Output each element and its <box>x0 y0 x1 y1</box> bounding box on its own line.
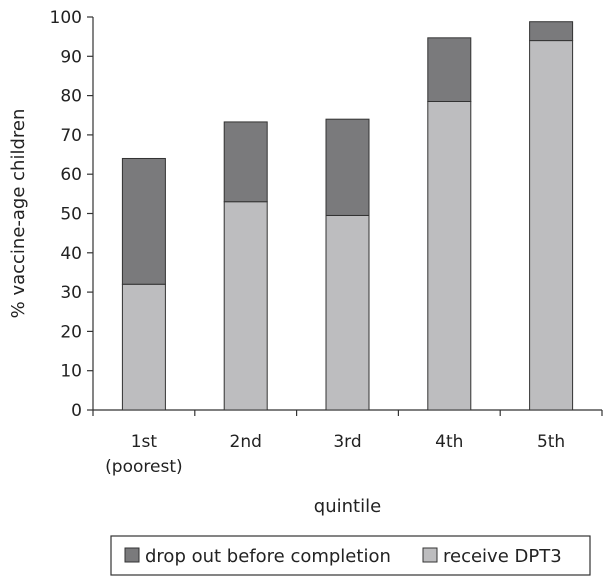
x-tick-label: 2nd <box>230 432 262 452</box>
y-tick-label: 30 <box>60 283 82 303</box>
y-tick-label: 40 <box>60 244 82 264</box>
bar-drop-out <box>121 157 166 285</box>
y-tick-label: 90 <box>60 47 82 67</box>
legend-label: receive DPT3 <box>443 546 562 567</box>
x-tick-label: 1st (poorest) <box>105 432 182 477</box>
x-tick-label: 3rd <box>333 432 361 452</box>
bar-receive-dpt3 <box>121 283 166 411</box>
y-tick-label: 10 <box>60 362 82 382</box>
x-tick-label: 5th <box>537 432 565 452</box>
x-axis: 1st (poorest) 2nd 3rd 4th 5th <box>92 409 603 477</box>
y-tick-label: 50 <box>60 205 82 225</box>
legend-label: drop out before completion <box>145 546 391 567</box>
y-tick-label: 80 <box>60 87 82 107</box>
bar-drop-out <box>223 121 268 203</box>
legend: drop out before completion receive DPT3 <box>110 535 591 576</box>
x-tick-label: 4th <box>435 432 463 452</box>
bar-receive-dpt3 <box>529 40 574 411</box>
y-tick-label: 0 <box>71 401 82 421</box>
bars <box>121 21 574 411</box>
bar-receive-dpt3 <box>223 201 268 411</box>
bar-drop-out <box>427 37 472 102</box>
x-axis-title: quintile <box>314 496 381 517</box>
y-tick-label: 60 <box>60 165 82 185</box>
bar-receive-dpt3 <box>325 214 370 411</box>
bar-drop-out <box>529 21 574 42</box>
legend-swatch <box>422 547 438 563</box>
legend-box <box>110 535 591 576</box>
y-tick-label: 70 <box>60 126 82 146</box>
y-tick-label: 100 <box>50 8 82 28</box>
y-axis-title: % vaccine-age children <box>8 109 29 319</box>
bar-receive-dpt3 <box>427 100 472 411</box>
bar-drop-out <box>325 118 370 216</box>
legend-swatch <box>124 547 140 563</box>
y-tick-label: 20 <box>60 322 82 342</box>
y-axis: 0 10 20 30 40 50 60 70 80 90 100 <box>50 8 94 421</box>
